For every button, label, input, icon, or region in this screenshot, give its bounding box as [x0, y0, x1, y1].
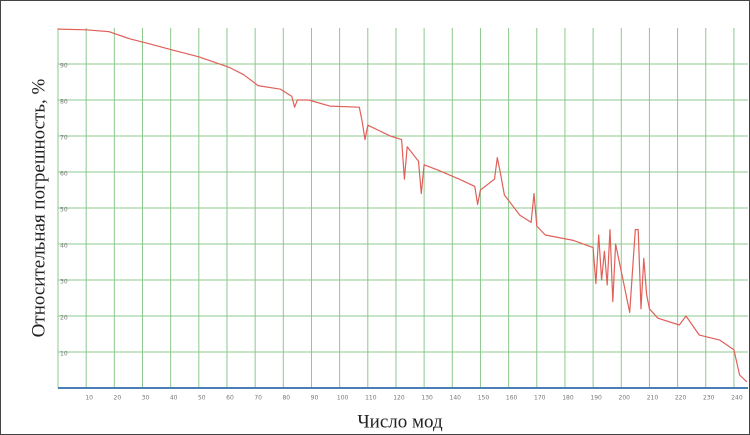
y-tick-label: 20 [60, 315, 68, 322]
x-tick-label: 40 [170, 395, 178, 402]
x-tick-label: 100 [337, 395, 349, 402]
x-tick-label: 50 [198, 395, 206, 402]
x-tick-label: 10 [85, 395, 93, 402]
x-tick-label: 180 [562, 395, 574, 402]
x-tick-label: 160 [506, 395, 518, 402]
y-tick-label: 40 [60, 243, 68, 250]
y-tick-label: 50 [60, 207, 68, 214]
x-tick-label: 130 [421, 395, 433, 402]
x-tick-label: 60 [226, 395, 234, 402]
x-tick-label: 200 [619, 395, 631, 402]
y-tick-label: 70 [60, 135, 68, 142]
x-tick-label: 230 [703, 395, 715, 402]
x-tick-label: 210 [647, 395, 659, 402]
x-tick-label: 170 [534, 395, 546, 402]
x-tick-label: 140 [450, 395, 462, 402]
x-tick-label: 20 [114, 395, 122, 402]
x-tick-label: 150 [478, 395, 490, 402]
y-tick-label: 60 [60, 171, 68, 178]
y-tick-label: 30 [60, 279, 68, 286]
y-axis-title: Относительная погрешность, % [28, 79, 49, 338]
x-tick-label: 220 [675, 395, 687, 402]
x-tick-label: 80 [282, 395, 290, 402]
x-axis-title: Число мод [357, 411, 443, 432]
x-tick-label: 110 [365, 395, 377, 402]
x-tick-label: 190 [590, 395, 602, 402]
x-tick-label: 240 [731, 395, 743, 402]
y-tick-label: 90 [60, 63, 68, 70]
x-tick-label: 90 [311, 395, 319, 402]
y-tick-label: 10 [60, 351, 68, 358]
data-line [57, 28, 748, 383]
x-tick-label: 70 [254, 395, 262, 402]
x-tick-label: 30 [142, 395, 150, 402]
x-tick-label: 120 [393, 395, 405, 402]
y-tick-label: 80 [60, 99, 68, 106]
